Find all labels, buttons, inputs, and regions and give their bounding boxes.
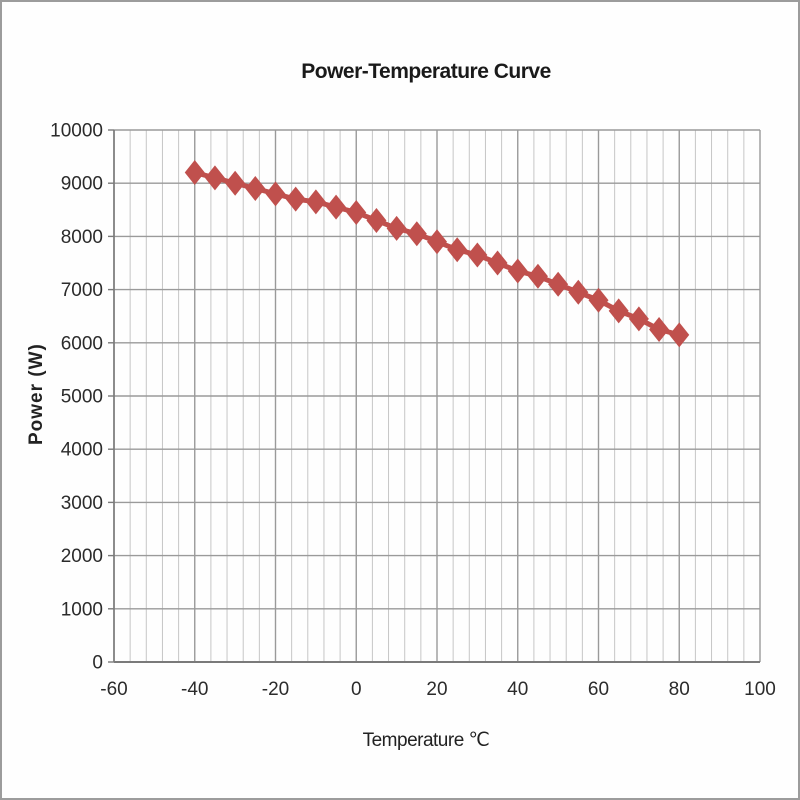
data-point-marker xyxy=(447,237,468,263)
x-tick-label: -60 xyxy=(100,679,127,700)
y-tick-label: 10000 xyxy=(50,121,103,142)
data-point-marker xyxy=(285,186,306,212)
data-point-marker xyxy=(346,199,367,225)
x-tick-label: 60 xyxy=(588,679,609,700)
data-point-marker xyxy=(406,221,427,247)
y-axis-title: Power (W) xyxy=(26,343,47,446)
x-tick-label: 20 xyxy=(426,679,447,700)
y-tick-label: 1000 xyxy=(61,599,103,620)
x-tick-label: 40 xyxy=(507,679,528,700)
data-point-marker xyxy=(305,189,326,215)
data-point-marker xyxy=(568,279,589,305)
y-tick-label: 6000 xyxy=(61,333,103,354)
x-tick-label: 100 xyxy=(744,679,776,700)
data-point-marker xyxy=(225,170,246,196)
data-point-marker xyxy=(548,271,569,297)
y-tick-label: 7000 xyxy=(61,280,103,301)
x-tick-label: 80 xyxy=(669,679,690,700)
data-point-marker xyxy=(386,215,407,241)
x-axis-title: Temperature ℃ xyxy=(362,730,490,751)
data-point-marker xyxy=(608,298,629,324)
data-point-marker xyxy=(184,160,205,186)
data-point-marker xyxy=(326,194,347,220)
y-tick-label: 5000 xyxy=(61,387,103,408)
data-point-marker xyxy=(588,287,609,313)
chart-title: Power-Temperature Curve xyxy=(301,60,551,83)
y-tick-label: 2000 xyxy=(61,546,103,567)
data-point-marker xyxy=(245,176,266,202)
y-tick-label: 0 xyxy=(92,653,103,674)
y-tick-label: 4000 xyxy=(61,440,103,461)
data-point-marker xyxy=(669,322,690,348)
data-point-marker xyxy=(527,263,548,289)
y-tick-label: 3000 xyxy=(61,493,103,514)
y-tick-label: 9000 xyxy=(61,174,103,195)
x-tick-label: 0 xyxy=(351,679,362,700)
data-point-marker xyxy=(366,207,387,233)
data-point-marker xyxy=(204,165,225,191)
x-tick-label: -20 xyxy=(262,679,289,700)
data-point-marker xyxy=(628,306,649,332)
data-point-marker xyxy=(487,250,508,276)
data-point-marker xyxy=(427,229,447,255)
data-point-marker xyxy=(265,181,286,207)
data-point-marker xyxy=(507,258,528,284)
data-point-marker xyxy=(649,317,670,342)
data-point-marker xyxy=(467,242,488,268)
x-tick-label: -40 xyxy=(181,679,208,700)
y-tick-label: 8000 xyxy=(61,227,103,248)
